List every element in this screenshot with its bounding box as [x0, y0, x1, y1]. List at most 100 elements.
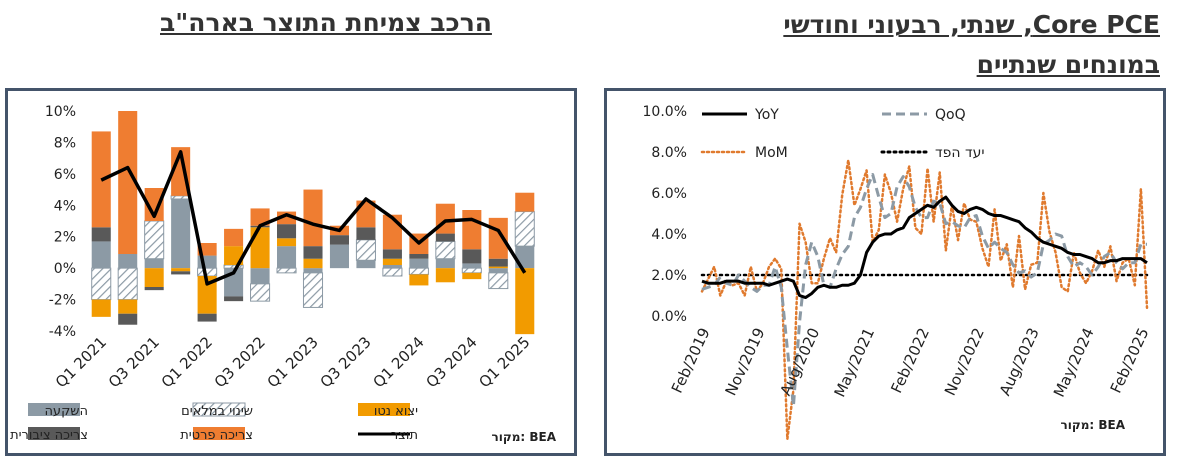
x-tick-label: Nov/2019 [722, 325, 769, 398]
legend-label-mom: MoM [755, 145, 788, 161]
bar-net_exports [197, 276, 217, 314]
legend-label-qoq: QoQ [935, 107, 966, 123]
bar-net_exports [488, 266, 508, 269]
bar-investment [277, 246, 297, 269]
core-pce-chart: 10.0% 8.0% 6.0% 4.0% 2.0% 0.0%Feb/2019 Nov/201… [643, 104, 1153, 441]
bar-investment [144, 258, 164, 269]
x-tick-label: Q1 2024 [370, 333, 428, 391]
bar-government [171, 271, 191, 275]
left-chart-title: הרכב צמיחת התוצר בארה"ב [160, 8, 492, 37]
bar-inventory [514, 211, 535, 247]
bar-government [277, 224, 297, 239]
legend-swatch-inventory [192, 402, 246, 417]
bar-inventory [197, 267, 218, 277]
bar-government [91, 227, 111, 242]
y-tick-label: 0.0% [651, 309, 687, 325]
bar-inventory [435, 240, 456, 260]
right-chart-title-line2: במונחים שנתיים [976, 50, 1160, 79]
x-tick-label: Aug/2023 [996, 325, 1043, 398]
legend-label-investment: השקעה [44, 404, 88, 419]
bar-net_exports [144, 268, 164, 287]
gdp-composition-chart-panel: 10% 8% 6% 4% 2% 0% -2% -4% Q1 2021 Q3 2021 Q1 2022… [5, 88, 577, 456]
y-tick-label: 4% [54, 198, 76, 214]
bar-government [144, 287, 164, 291]
x-tick-label: Q3 2024 [422, 333, 480, 391]
x-tick-label: Q3 2022 [211, 333, 269, 391]
bar-net_exports [515, 268, 535, 335]
bar-investment [462, 263, 482, 269]
bar-government [409, 254, 429, 259]
legend-label-gdp: תוצר [391, 428, 418, 443]
legend-label-yoy: YoY [754, 107, 779, 123]
y-tick-label: 8.0% [651, 145, 687, 161]
bar-investment [250, 268, 270, 284]
bar-investment [171, 199, 191, 269]
bar-consumption [224, 228, 244, 247]
bar-inventory [382, 267, 403, 277]
bar-net_exports [250, 227, 270, 269]
mom-line [700, 158, 1149, 441]
bar-net_exports [224, 246, 244, 265]
x-tick-label: Nov/2022 [941, 325, 988, 398]
y-tick-label: 6.0% [651, 186, 687, 202]
bar-government [488, 258, 508, 267]
bar-inventory [170, 195, 191, 200]
bar-inventory [117, 267, 138, 301]
bar-inventory [461, 267, 482, 274]
bar-investment [91, 241, 111, 269]
bar-consumption [435, 203, 455, 234]
legend-label-target: יעד הפד [935, 145, 985, 161]
bar-government [382, 249, 402, 259]
y-tick-label: 0% [54, 261, 76, 277]
bar-net_exports [91, 299, 111, 317]
y-tick-label: 4.0% [651, 227, 687, 243]
x-tick-label: Feb/2019 [668, 325, 714, 396]
bar-investment [329, 244, 349, 269]
x-tick-label: Q1 2021 [52, 333, 110, 391]
x-tick-label: Q1 2023 [264, 333, 322, 391]
bar-consumption [118, 111, 138, 254]
x-tick-label: Feb/2022 [887, 325, 933, 396]
bar-inventory [276, 267, 297, 274]
source-note: מקור: BEA [1061, 418, 1126, 432]
bar-net_exports [118, 299, 138, 314]
x-tick-label: Q1 2022 [158, 333, 216, 391]
x-tick-label: Q1 2025 [475, 333, 533, 391]
bar-government [435, 233, 455, 242]
bar-net_exports [277, 238, 297, 247]
y-tick-label: 2% [54, 230, 76, 246]
bar-inventory [91, 267, 112, 301]
bar-consumption [250, 208, 270, 226]
bar-net_exports [462, 272, 482, 280]
bar-government [224, 296, 244, 302]
yoy-line [701, 195, 1148, 300]
x-tick-label: Feb/2025 [1107, 325, 1153, 396]
y-tick-label: 10.0% [643, 104, 687, 120]
bar-inventory [488, 272, 509, 290]
bar-inventory [302, 272, 324, 308]
bar-consumption [144, 188, 164, 221]
bar-government [303, 246, 323, 259]
bar-inventory [250, 283, 271, 302]
bar-inventory [408, 267, 429, 275]
x-tick-label: Q3 2023 [317, 333, 375, 391]
bar-consumption [462, 210, 482, 250]
bar-net_exports [171, 268, 191, 272]
bar-consumption [303, 189, 323, 247]
bar-government [462, 249, 482, 264]
bar-investment [488, 268, 508, 273]
right-chart-title-line1: Core PCE, שנתי, רבעוני וחודשי [783, 10, 1160, 39]
bar-government [197, 313, 217, 322]
bar-net_exports [409, 274, 429, 286]
legend-label-net_exports: יצוא נטו [374, 404, 418, 419]
legend-label-consumption: צריכה פרטית [180, 428, 253, 443]
source-note: מקור: BEA [492, 430, 557, 444]
core-pce-chart-panel: 10.0% 8.0% 6.0% 4.0% 2.0% 0.0% Feb/2019 Nov/201… [604, 88, 1166, 456]
legend-label-government: צריכה ציבורית [10, 428, 88, 443]
qoq-line [701, 173, 1147, 408]
bar-investment [382, 265, 402, 269]
bar-net_exports [303, 258, 323, 269]
y-tick-label: 6% [54, 167, 76, 183]
bar-government [118, 313, 138, 325]
